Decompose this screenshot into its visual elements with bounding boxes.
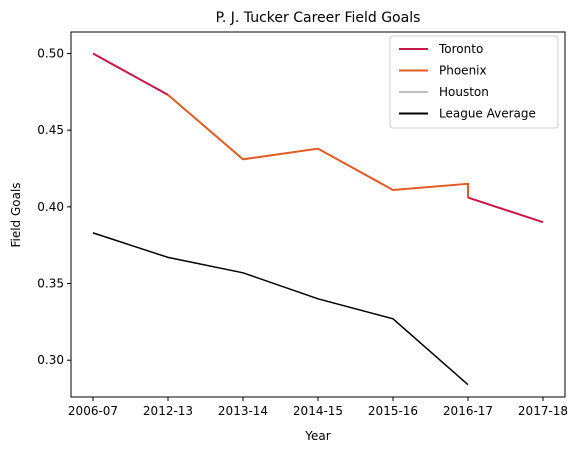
- x-tick-label: 2012-13: [143, 404, 193, 418]
- x-tick-label: 2016-17: [443, 404, 493, 418]
- x-tick-label: 2014-15: [293, 404, 343, 418]
- y-tick-label: 0.30: [37, 353, 64, 367]
- y-tick-label: 0.45: [37, 123, 64, 137]
- x-tick-label: 2006-07: [68, 404, 118, 418]
- series-line-phoenix: [167, 94, 469, 198]
- plot-frame: [70, 31, 566, 398]
- y-axis-label: Field Goals: [9, 182, 23, 247]
- legend-box: [389, 35, 559, 129]
- x-axis-label: Year: [304, 429, 330, 443]
- chart-title: P. J. Tucker Career Field Goals: [216, 10, 421, 26]
- x-tick-label: 2017-18: [518, 404, 568, 418]
- legend: Toronto Phoenix Houston League Average: [389, 35, 559, 129]
- series-line-league-average: [92, 232, 469, 386]
- y-tick-label: 0.40: [37, 200, 64, 214]
- x-tick-label: 2015-16: [368, 404, 418, 418]
- y-tick-label: 0.50: [37, 46, 64, 60]
- legend-label: Houston: [439, 85, 489, 99]
- series-line-toronto-return: [467, 196, 544, 224]
- series-layer: [92, 52, 544, 386]
- legend-label: Phoenix: [439, 64, 487, 78]
- x-tick-label: 2013-14: [218, 404, 268, 418]
- ticks-layer: 2006-07 2012-13 2013-14 2014-15 2015-16 2016-…: [37, 46, 568, 418]
- legend-label: League Average: [439, 107, 536, 121]
- legend-label: Toronto: [438, 42, 483, 56]
- y-tick-label: 0.35: [37, 277, 64, 291]
- series-line-toronto: [92, 52, 169, 96]
